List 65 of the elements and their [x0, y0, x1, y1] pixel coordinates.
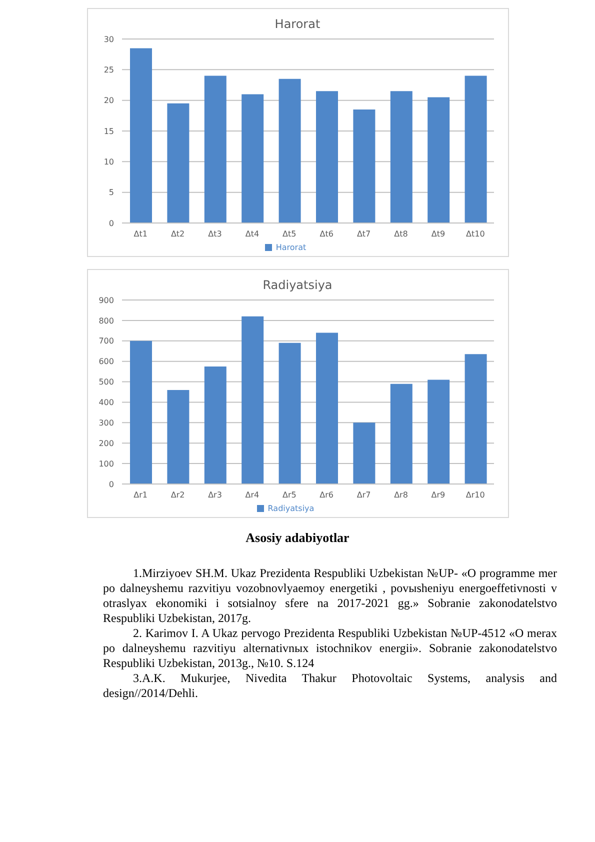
bar — [241, 316, 264, 484]
chart-title: Harorat — [274, 16, 322, 31]
bar — [427, 97, 450, 223]
x-tick-label: Δr3 — [208, 490, 222, 500]
bar — [464, 354, 486, 484]
bar — [390, 91, 412, 223]
y-tick-label: 30 — [103, 34, 114, 44]
y-tick-label: 15 — [103, 126, 114, 136]
y-tick-label: 800 — [98, 316, 114, 326]
x-tick-label: Δr6 — [319, 490, 334, 500]
y-tick-label: 25 — [103, 66, 114, 75]
y-tick-label: 10 — [103, 158, 114, 167]
y-tick-label: 300 — [98, 418, 114, 428]
bar — [204, 76, 226, 223]
y-tick-label: 5 — [108, 188, 114, 198]
bar — [390, 384, 412, 484]
bar — [130, 48, 152, 223]
y-tick-label: 900 — [98, 296, 114, 305]
y-tick-label: 600 — [98, 357, 114, 366]
y-tick-label: 0 — [108, 480, 114, 489]
x-tick-label: Δr9 — [430, 490, 445, 500]
y-tick-label: 20 — [103, 96, 114, 106]
text: 3.A.K. Mukurjee, Nivedita Thakur Photovoltaic Systems, analysis and design//2014/Dehli. — [103, 671, 557, 701]
bar — [241, 94, 264, 223]
text: 2. Karimov I. A Ukaz pervogo Prezidenta Respubliki Uzbekistan №UP-4512 «O merax po dalneyshemu razvitiyu alternativnых istochnikov energii». Sobranie zakonodatelstvo Respubliki Uzbekistan, 2013g., №10. S.124 — [103, 626, 557, 671]
bar — [464, 76, 486, 223]
bar — [352, 110, 375, 223]
legend-label: Harorat — [276, 243, 306, 252]
y-tick-label: 400 — [98, 398, 114, 408]
y-tick-label: 200 — [98, 438, 114, 448]
legend-label: Radiyatsiya — [268, 504, 314, 513]
bar — [278, 78, 300, 223]
x-tick-label: Δr1 — [133, 490, 148, 500]
x-tick-label: Δr5 — [282, 490, 296, 500]
x-tick-label: Δt4 — [244, 230, 259, 239]
y-tick-label: 700 — [98, 336, 114, 346]
x-tick-label: Δr7 — [356, 490, 370, 500]
bar — [166, 390, 189, 484]
bar — [316, 91, 338, 223]
chart-title: Radiyatsiya — [262, 277, 334, 292]
y-tick-label: 0 — [108, 218, 114, 228]
text: 1.Mirziyoev SH.M. Ukaz Prezidenta Respubliki Uzbekistan №UP- «O programme mer po dalneyshemu razvitiyu vozobnovlyaemoy energetiki , povыsheniyu energoeffetivnosti v otraslyax ekonomiki i sotsialnoy sfere na 2017-2021 gg.» Sobranie zakonodatelstvo Respubliki Uzbekistan, 2017g. — [103, 566, 557, 626]
bar — [316, 332, 338, 484]
bar — [130, 340, 152, 484]
x-tick-label: Δr4 — [244, 490, 259, 500]
x-tick-label: Δr8 — [394, 490, 408, 500]
x-tick-label: Δt7 — [356, 230, 370, 239]
x-tick-label: Δt1 — [133, 230, 147, 239]
bar — [278, 342, 300, 484]
x-tick-label: Δt10 — [466, 230, 484, 239]
bar — [427, 380, 450, 484]
x-tick-label: Δr10 — [465, 490, 484, 500]
x-tick-label: Δt9 — [430, 230, 445, 239]
x-tick-label: Δt5 — [282, 230, 296, 239]
bar — [204, 366, 226, 484]
x-tick-label: Δr2 — [170, 490, 184, 500]
bar — [352, 422, 375, 484]
x-tick-label: Δt6 — [319, 230, 333, 239]
y-tick-label: 500 — [98, 378, 114, 387]
text: Asosiy adabiyotlar — [244, 530, 350, 546]
x-tick-label: Δt2 — [170, 230, 184, 239]
y-tick-label: 100 — [98, 459, 114, 468]
x-tick-label: Δt3 — [208, 230, 222, 239]
x-tick-label: Δt8 — [394, 230, 408, 239]
bar — [166, 103, 189, 223]
